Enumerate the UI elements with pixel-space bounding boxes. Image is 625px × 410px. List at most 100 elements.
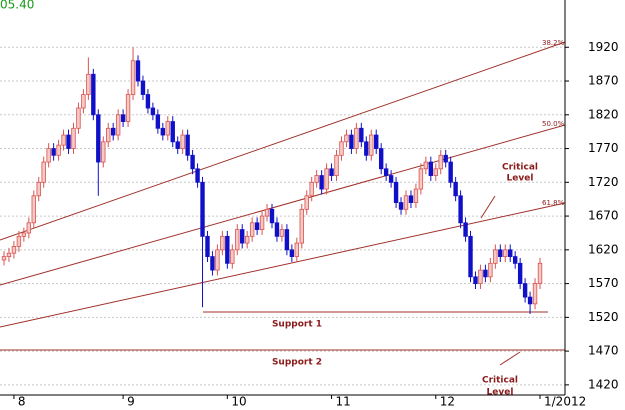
candle-body xyxy=(438,154,443,170)
candle-body xyxy=(289,249,295,257)
candle-body xyxy=(443,154,448,163)
candle-body xyxy=(185,134,190,156)
candle-body xyxy=(388,175,394,183)
y-tick-label: 1570 xyxy=(588,276,619,290)
candle-body xyxy=(458,195,463,224)
candle-body xyxy=(284,229,290,251)
candle-body xyxy=(215,249,220,271)
candle-body xyxy=(66,134,71,149)
candle-body xyxy=(254,222,260,230)
annotation: Level xyxy=(487,388,514,398)
candle-body xyxy=(160,127,166,136)
candle-body xyxy=(319,175,324,190)
candle-body xyxy=(91,73,96,116)
candle-body xyxy=(125,94,131,122)
candle-body xyxy=(344,134,349,143)
candle-body xyxy=(408,195,414,203)
candle-body xyxy=(46,148,51,163)
candle-body xyxy=(398,202,404,210)
candle-body xyxy=(274,222,280,237)
pointer xyxy=(480,195,496,219)
candle-body xyxy=(349,134,354,149)
candle-body xyxy=(537,262,543,284)
candle-body xyxy=(334,154,339,176)
candle-body xyxy=(110,127,116,136)
candle-body xyxy=(115,114,121,136)
candle-body xyxy=(512,256,518,264)
candle-body xyxy=(225,235,230,264)
candle-body xyxy=(453,181,458,197)
candle-body xyxy=(532,283,538,305)
candle-body xyxy=(230,249,235,264)
candle-body xyxy=(145,94,151,109)
candle-body xyxy=(478,269,483,284)
candle-body xyxy=(517,262,523,284)
pointer xyxy=(499,351,521,366)
x-tick-label: 1/2012 xyxy=(544,395,586,409)
y-tick-label: 1470 xyxy=(588,344,619,358)
fib-line xyxy=(0,41,566,241)
fib-label: 50.0% xyxy=(542,120,565,128)
candle-body xyxy=(493,249,498,264)
fib-label: 38.2% xyxy=(542,39,565,47)
x-tick-label: 12 xyxy=(440,395,455,409)
candle-body xyxy=(418,168,424,190)
candle-body xyxy=(423,161,429,170)
x-tick-label: 10 xyxy=(231,395,246,409)
candle-body xyxy=(428,161,434,176)
candle-body xyxy=(269,208,275,224)
candle-body xyxy=(180,134,185,149)
candle-body xyxy=(393,181,399,203)
candle-body xyxy=(31,195,36,224)
fib-label: 61.8% xyxy=(542,199,565,207)
candle-body xyxy=(240,229,245,244)
candle-body xyxy=(140,80,146,95)
x-tick-label: 9 xyxy=(127,395,135,409)
candle-body xyxy=(150,107,156,116)
candle-body xyxy=(488,262,493,278)
candle-body xyxy=(41,161,46,183)
annotation: Support 2 xyxy=(272,358,322,368)
y-tick-label: 1870 xyxy=(588,74,619,88)
candle-body xyxy=(468,235,473,278)
candle-body xyxy=(51,148,56,156)
x-tick-label: 11 xyxy=(336,395,351,409)
candle-body xyxy=(503,249,508,257)
candle-body xyxy=(249,222,255,237)
y-tick-label: 1770 xyxy=(588,141,619,155)
annotation: Level xyxy=(507,174,534,184)
candle-body xyxy=(374,134,379,149)
x-tick-label: 8 xyxy=(18,395,26,409)
candle-body xyxy=(329,168,334,176)
candle-body xyxy=(81,94,86,109)
y-tick-label: 1620 xyxy=(588,242,619,256)
fib-line xyxy=(0,124,566,286)
candle-body xyxy=(314,175,319,183)
candle-body xyxy=(364,141,369,156)
candle-body xyxy=(413,188,419,203)
candle-body xyxy=(498,249,503,257)
candle-body xyxy=(473,276,478,284)
candle-body xyxy=(279,229,285,237)
candle-body xyxy=(135,60,141,82)
candle-body xyxy=(508,249,513,257)
candle-body xyxy=(76,107,81,129)
candle-body xyxy=(359,127,364,143)
candle-body xyxy=(155,114,161,129)
y-tick-label: 1520 xyxy=(588,310,619,324)
candle-body xyxy=(339,141,344,156)
candle-body xyxy=(383,168,389,176)
candle-body xyxy=(244,235,250,244)
candle-body xyxy=(210,256,215,271)
y-tick-label: 1670 xyxy=(588,209,619,223)
candle-body xyxy=(170,121,175,143)
candle-body xyxy=(378,148,384,170)
candle-body xyxy=(11,246,17,254)
annotation: Critical xyxy=(482,376,518,386)
candle-body xyxy=(1,256,7,261)
candle-body xyxy=(86,73,91,95)
candle-body xyxy=(130,60,136,95)
candle-body xyxy=(309,181,314,197)
candle-body xyxy=(483,269,488,278)
candle-body xyxy=(26,222,32,234)
